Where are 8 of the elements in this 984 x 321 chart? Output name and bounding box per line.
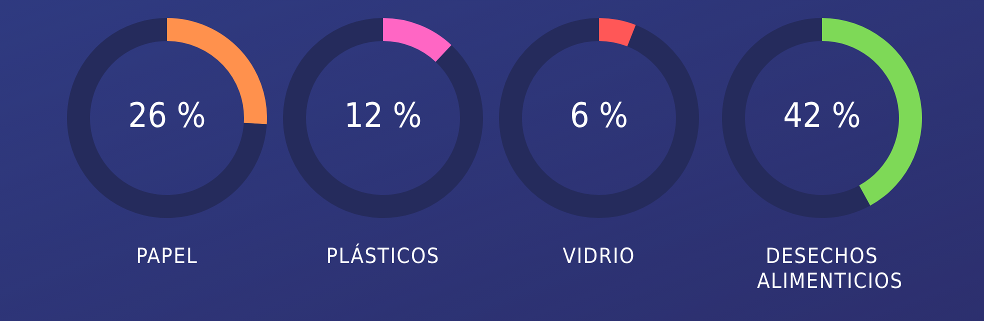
data-label: 6 %	[570, 96, 628, 136]
text: PLÁSTICOS	[325, 244, 441, 269]
text: DESECHOS ALIMENTICIOS	[757, 244, 904, 294]
text: PAPEL	[135, 244, 199, 269]
data-label: 12 %	[344, 96, 422, 136]
data-label: 42 %	[783, 96, 861, 136]
text: VIDRIO	[562, 244, 636, 269]
data-label: 26 %	[128, 96, 206, 136]
